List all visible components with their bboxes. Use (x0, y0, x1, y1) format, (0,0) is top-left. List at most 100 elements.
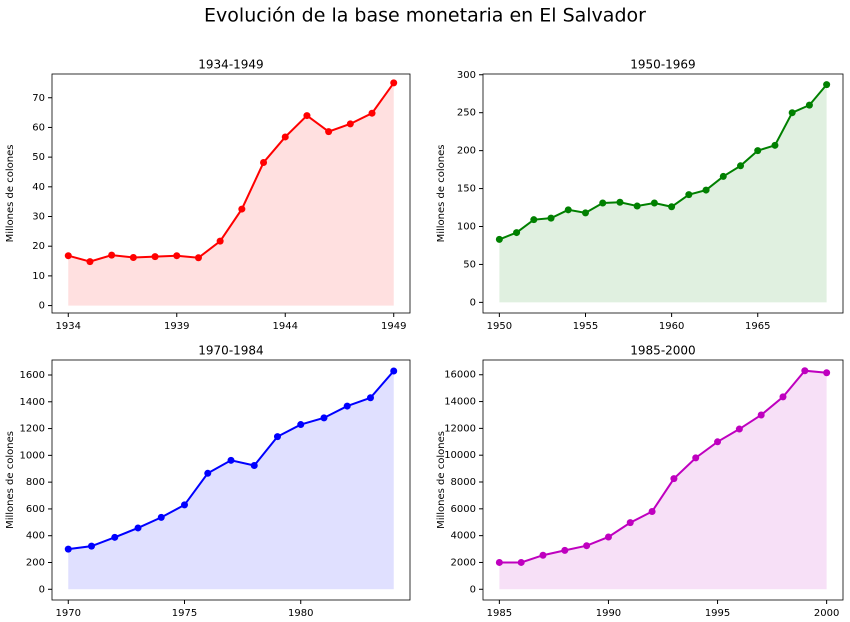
y-tick-label: 10 (32, 271, 45, 282)
marker (714, 438, 722, 446)
marker (517, 558, 525, 566)
x-tick-label: 1965 (745, 321, 770, 332)
marker (581, 209, 589, 217)
area (68, 82, 394, 306)
x-tick-label: 1975 (172, 608, 197, 619)
marker (626, 519, 634, 527)
marker (390, 79, 398, 87)
marker (561, 546, 569, 554)
axes-frame (51, 73, 411, 314)
y-tick-label: 1400 (20, 397, 45, 408)
axes-frame (482, 359, 844, 601)
area (68, 370, 394, 590)
marker (157, 513, 165, 521)
marker (346, 120, 354, 128)
marker (129, 253, 137, 261)
y-tick-label: 0 (39, 301, 45, 312)
marker (604, 533, 612, 541)
marker (216, 237, 224, 245)
marker (194, 254, 202, 262)
marker (801, 367, 809, 375)
marker (616, 198, 624, 206)
marker (204, 469, 212, 477)
y-tick-label: 800 (26, 477, 45, 488)
marker (735, 425, 743, 433)
subplot-title: 1934-1949 (198, 58, 263, 72)
marker (599, 199, 607, 207)
marker (320, 414, 328, 422)
marker (281, 133, 289, 141)
marker (181, 501, 189, 509)
marker (366, 394, 374, 402)
marker (111, 533, 119, 541)
marker (779, 393, 787, 401)
marker (227, 456, 235, 464)
marker (823, 81, 831, 89)
x-tick-label: 1985 (487, 608, 512, 619)
x-tick-label: 1980 (288, 608, 313, 619)
marker (495, 235, 503, 243)
y-tick-label: 30 (32, 212, 45, 223)
marker (685, 191, 693, 199)
line (499, 369, 827, 564)
marker (692, 454, 700, 462)
marker (513, 229, 521, 237)
x-tick-label: 1950 (487, 321, 512, 332)
marker (771, 141, 779, 149)
x-tick-label: 1990 (596, 608, 621, 619)
axes-frame (482, 73, 844, 314)
y-tick-label: 150 (457, 184, 476, 195)
area (499, 370, 827, 590)
x-tick-label: 1960 (659, 321, 684, 332)
x-tick-label: 2000 (814, 608, 839, 619)
y-axis-label: Millones de colones (436, 145, 447, 243)
marker (495, 558, 503, 566)
marker (88, 542, 96, 550)
y-tick-label: 8000 (451, 477, 476, 488)
y-tick-label: 14000 (444, 397, 476, 408)
line (68, 82, 395, 263)
area (499, 84, 827, 303)
marker (668, 203, 676, 211)
x-tick-label: 1995 (705, 608, 730, 619)
y-tick-label: 16000 (444, 370, 476, 381)
y-tick-label: 400 (26, 531, 45, 542)
marker (273, 433, 281, 441)
marker (754, 147, 762, 155)
marker (173, 252, 181, 260)
marker (805, 101, 813, 109)
marker (648, 508, 656, 516)
y-tick-label: 250 (457, 108, 476, 119)
marker (702, 186, 710, 194)
marker (260, 158, 268, 166)
y-tick-label: 0 (39, 584, 45, 595)
marker (64, 545, 72, 553)
figure-title: Evolución de la base monetaria en El Sal… (204, 5, 646, 27)
x-tick-label: 1949 (381, 321, 406, 332)
y-tick-label: 70 (32, 93, 45, 104)
x-tick-label: 1955 (573, 321, 598, 332)
y-tick-label: 100 (457, 222, 476, 233)
subplot-title: 1970-1984 (198, 344, 263, 358)
y-tick-label: 10000 (444, 450, 476, 461)
y-tick-label: 1200 (20, 424, 45, 435)
marker (151, 253, 159, 261)
y-tick-label: 60 (32, 122, 45, 133)
y-tick-label: 300 (457, 70, 476, 81)
axes-frame (51, 359, 411, 601)
y-tick-label: 6000 (451, 504, 476, 515)
y-tick-label: 0 (470, 584, 476, 595)
y-tick-label: 4000 (451, 531, 476, 542)
marker (303, 112, 311, 120)
marker (547, 214, 555, 222)
y-tick-label: 2000 (451, 557, 476, 568)
marker (757, 411, 765, 419)
x-tick-label: 1970 (56, 608, 81, 619)
marker (86, 258, 94, 266)
x-tick-label: 1944 (273, 321, 298, 332)
marker (368, 109, 376, 117)
subplot-title: 1985-2000 (630, 344, 695, 358)
marker (325, 128, 333, 136)
y-tick-label: 40 (32, 182, 45, 193)
